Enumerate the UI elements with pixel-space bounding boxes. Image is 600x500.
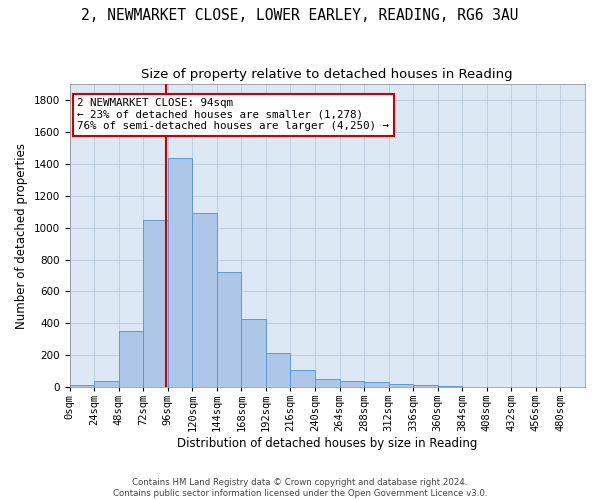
X-axis label: Distribution of detached houses by size in Reading: Distribution of detached houses by size … (177, 437, 478, 450)
Bar (94, 382, 119, 387)
Bar (364, 382, 389, 387)
Bar (168, 158, 192, 387)
Bar (340, 380, 364, 387)
Bar (70, 386, 94, 387)
Bar (119, 332, 143, 387)
Bar (389, 384, 413, 387)
Text: 2, NEWMARKET CLOSE, LOWER EARLEY, READING, RG6 3AU: 2, NEWMARKET CLOSE, LOWER EARLEY, READIN… (81, 8, 519, 22)
Bar (192, 214, 217, 387)
Bar (143, 220, 168, 387)
Bar (315, 379, 340, 387)
Text: Contains HM Land Registry data © Crown copyright and database right 2024.
Contai: Contains HM Land Registry data © Crown c… (113, 478, 487, 498)
Bar (438, 386, 462, 387)
Title: Size of property relative to detached houses in Reading: Size of property relative to detached ho… (142, 68, 513, 80)
Bar (217, 272, 241, 387)
Bar (413, 386, 438, 387)
Y-axis label: Number of detached properties: Number of detached properties (15, 142, 28, 328)
Bar (290, 370, 315, 387)
Text: 2 NEWMARKET CLOSE: 94sqm
← 23% of detached houses are smaller (1,278)
76% of sem: 2 NEWMARKET CLOSE: 94sqm ← 23% of detach… (77, 98, 389, 132)
Bar (241, 318, 266, 387)
Bar (266, 353, 290, 387)
